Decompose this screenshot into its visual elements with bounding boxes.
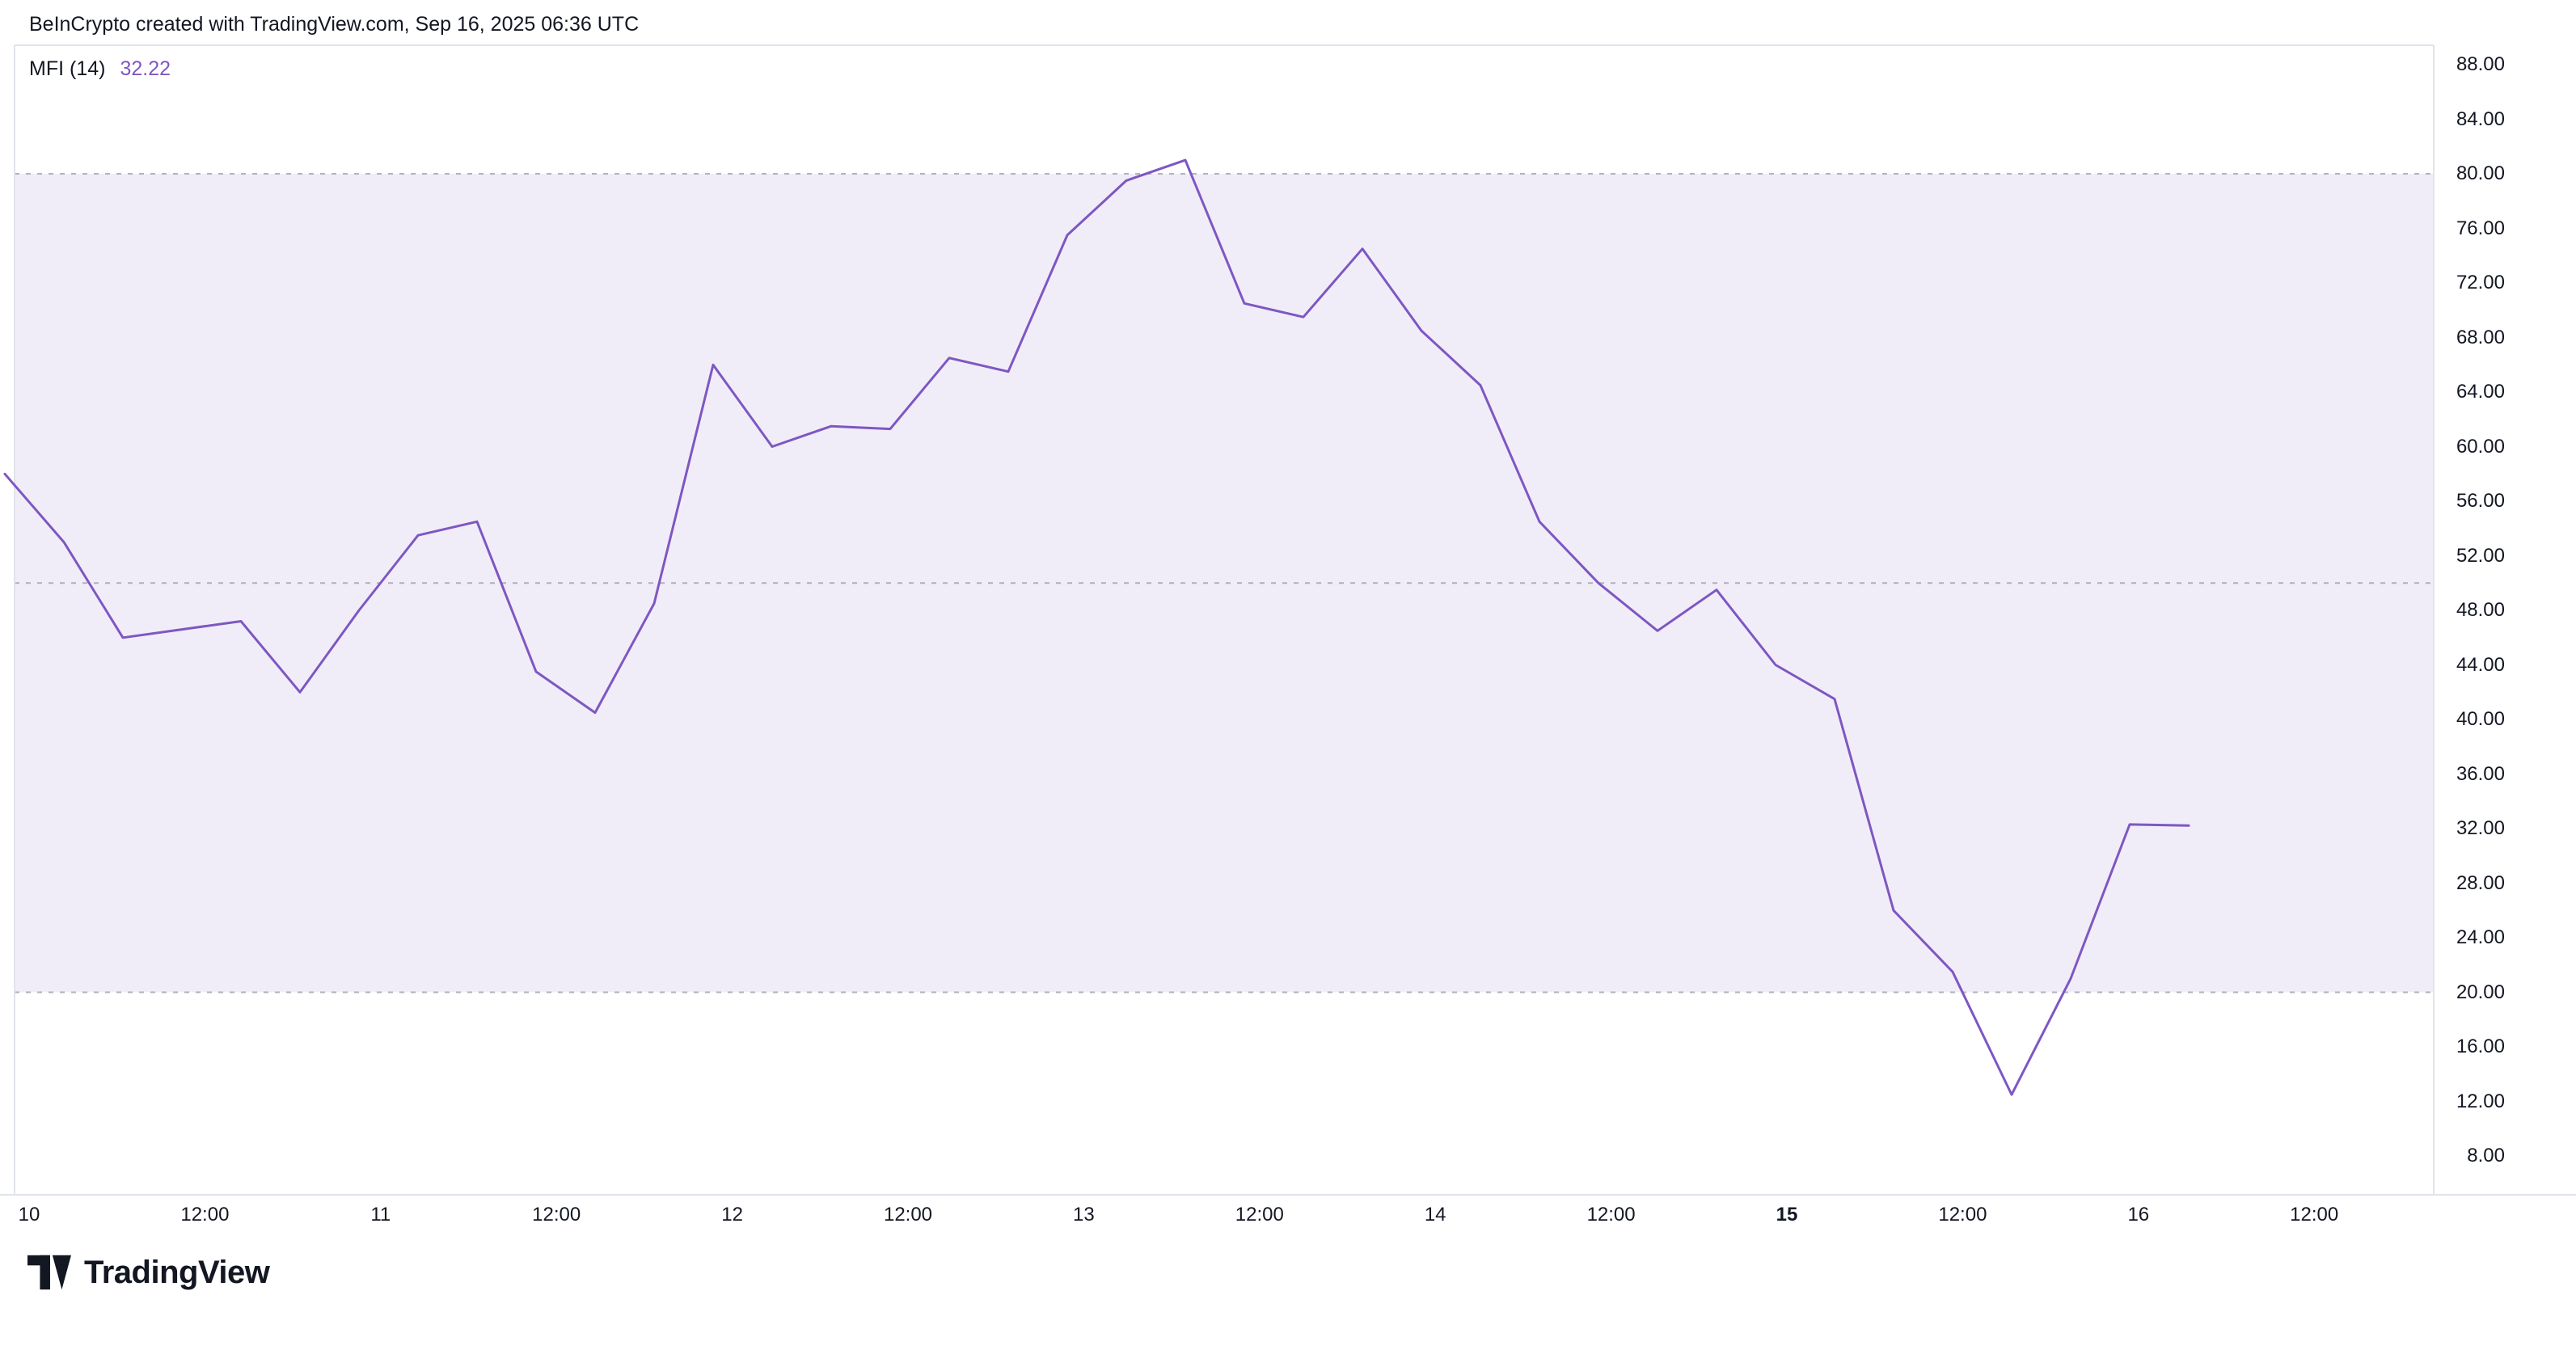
price-axis-label: 44.00 — [2456, 653, 2505, 676]
indicator-legend[interactable]: MFI (14) 32.22 — [29, 57, 171, 81]
tradingview-logo-text: TradingView — [84, 1255, 270, 1290]
time-axis-label: 12:00 — [532, 1204, 581, 1226]
price-axis-label: 8.00 — [2467, 1145, 2505, 1166]
time-axis-label: 15 — [1776, 1204, 1798, 1226]
price-axis-label: 12.00 — [2456, 1090, 2505, 1112]
level-lines — [15, 173, 2434, 994]
tradingview-logo-icon — [27, 1255, 71, 1290]
price-axis-label: 52.00 — [2456, 544, 2505, 567]
time-axis-label: 12:00 — [180, 1204, 230, 1226]
price-axis-label: 24.00 — [2456, 926, 2505, 948]
time-axis-label: 10 — [18, 1204, 40, 1226]
price-axis-label: 80.00 — [2456, 162, 2505, 184]
price-axis-label: 28.00 — [2456, 871, 2505, 894]
price-axis-label: 84.00 — [2456, 108, 2505, 130]
price-axis-label: 20.00 — [2456, 981, 2505, 1003]
price-axis-label: 56.00 — [2456, 490, 2505, 512]
time-axis-label: 12:00 — [2290, 1204, 2339, 1226]
price-axis-label: 40.00 — [2456, 708, 2505, 730]
time-axis-label: 13 — [1073, 1204, 1095, 1226]
indicator-value: 32.22 — [120, 57, 171, 80]
time-axis-label: 12:00 — [883, 1204, 933, 1226]
chart-plot-area[interactable] — [15, 45, 2434, 1195]
price-axis-label: 88.00 — [2456, 53, 2505, 75]
time-axis-label: 12:00 — [1235, 1204, 1284, 1226]
time-axis-label: 16 — [2127, 1204, 2150, 1226]
attribution-text: BeInCrypto created with TradingView.com,… — [29, 13, 640, 36]
price-axis-label: 48.00 — [2456, 599, 2505, 621]
price-axis-label: 68.00 — [2456, 326, 2505, 348]
price-axis-label: 32.00 — [2456, 817, 2505, 839]
mfi-line — [3, 158, 2190, 1096]
time-axis-label: 12:00 — [1938, 1204, 1987, 1226]
price-axis-label: 60.00 — [2456, 435, 2505, 458]
price-axis-label: 36.00 — [2456, 762, 2505, 785]
tradingview-logo[interactable]: TradingView — [27, 1255, 270, 1290]
price-axis[interactable]: 88.00 84.00 80.00 76.00 72.00 68.00 64.00 60.00… — [2435, 45, 2576, 1195]
price-axis-label: 64.00 — [2456, 381, 2505, 403]
price-axis-label: 76.00 — [2456, 217, 2505, 239]
indicator-label: MFI (14) — [29, 57, 106, 80]
time-axis-label: 12 — [721, 1204, 743, 1226]
time-axis-label: 11 — [370, 1204, 391, 1226]
time-axis[interactable]: 10 12:00 11 12:00 12 12:00 13 12:00 14 12:00 15 12:… — [0, 1196, 2435, 1246]
price-axis-label: 16.00 — [2456, 1036, 2505, 1057]
price-axis-label: 72.00 — [2456, 272, 2505, 293]
time-axis-label: 12:00 — [1586, 1204, 1636, 1226]
time-axis-label: 14 — [1424, 1204, 1446, 1226]
